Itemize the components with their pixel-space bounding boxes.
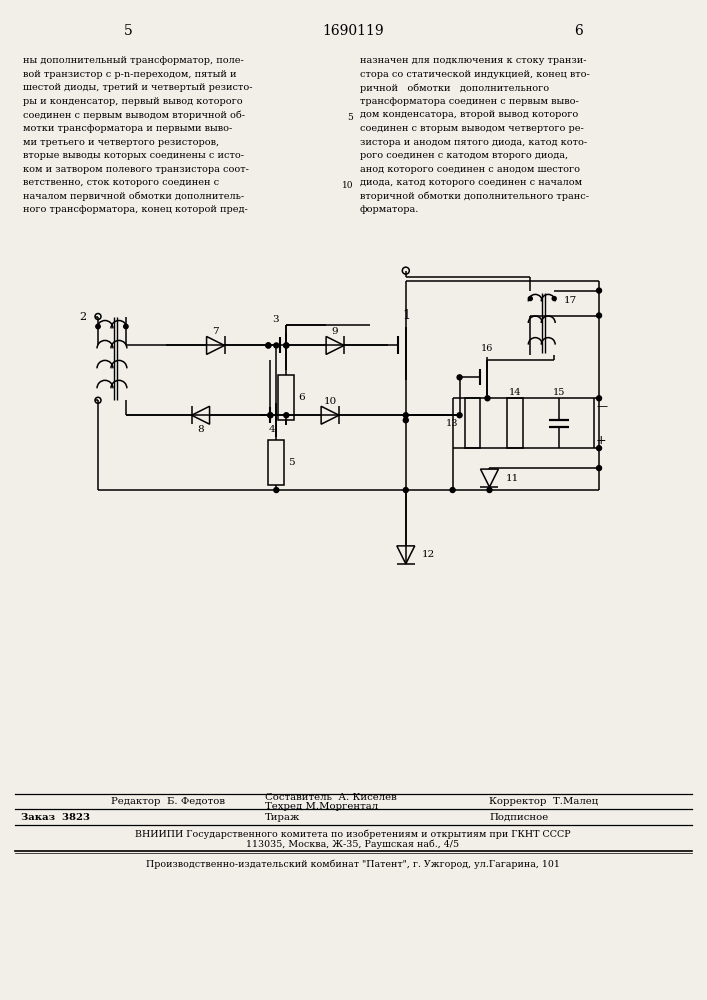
Bar bbox=[269, 440, 284, 485]
Circle shape bbox=[284, 413, 288, 418]
Text: ветственно, сток которого соединен с: ветственно, сток которого соединен с bbox=[23, 178, 219, 187]
Circle shape bbox=[268, 413, 273, 418]
Text: дом конденсатора, второй вывод которого: дом конденсатора, второй вывод которого bbox=[360, 110, 578, 119]
Text: зистора и анодом пятого диода, катод кото-: зистора и анодом пятого диода, катод кот… bbox=[360, 138, 587, 147]
Bar bbox=[279, 375, 294, 420]
Text: вторые выводы которых соединены с исто-: вторые выводы которых соединены с исто- bbox=[23, 151, 245, 160]
Text: 8: 8 bbox=[197, 425, 204, 434]
Text: Тираж: Тираж bbox=[265, 813, 300, 822]
Text: 4: 4 bbox=[269, 425, 276, 434]
Text: форматора.: форматора. bbox=[360, 205, 419, 214]
Text: назначен для подключения к стоку транзи-: назначен для подключения к стоку транзи- bbox=[360, 56, 587, 65]
Text: 11: 11 bbox=[506, 474, 519, 483]
Text: вторичной обмотки дополнительного транс-: вторичной обмотки дополнительного транс- bbox=[360, 192, 589, 201]
Text: 3: 3 bbox=[272, 315, 279, 324]
Circle shape bbox=[457, 375, 462, 380]
Text: трансформатора соединен с первым выво-: трансформатора соединен с первым выво- bbox=[360, 97, 579, 106]
Text: ВНИИПИ Государственного комитета по изобретениям и открытиям при ГКНТ СССР: ВНИИПИ Государственного комитета по изоб… bbox=[135, 829, 571, 839]
Text: соединен с первым выводом вторичной об-: соединен с первым выводом вторичной об- bbox=[23, 110, 245, 120]
Text: мотки трансформатора и первыми выво-: мотки трансформатора и первыми выво- bbox=[23, 124, 233, 133]
Circle shape bbox=[403, 413, 408, 418]
Text: 12: 12 bbox=[422, 550, 435, 559]
Circle shape bbox=[597, 396, 602, 401]
Text: —: — bbox=[596, 401, 607, 411]
Text: 5: 5 bbox=[124, 24, 132, 38]
Text: 1690119: 1690119 bbox=[322, 24, 384, 38]
Circle shape bbox=[597, 288, 602, 293]
Circle shape bbox=[96, 324, 100, 329]
Text: 17: 17 bbox=[564, 296, 578, 305]
Text: 10: 10 bbox=[324, 397, 337, 406]
Circle shape bbox=[274, 488, 279, 493]
Text: Заказ  3823: Заказ 3823 bbox=[21, 813, 90, 822]
Text: диода, катод которого соединен с началом: диода, катод которого соединен с началом bbox=[360, 178, 582, 187]
Text: 2: 2 bbox=[79, 312, 87, 322]
Text: 1: 1 bbox=[403, 309, 411, 322]
Text: 5: 5 bbox=[288, 458, 295, 467]
Circle shape bbox=[457, 413, 462, 418]
Text: соединен с вторым выводом четвертого ре-: соединен с вторым выводом четвертого ре- bbox=[360, 124, 584, 133]
Circle shape bbox=[552, 297, 556, 301]
Text: +: + bbox=[596, 434, 607, 447]
Text: ми третьего и четвертого резисторов,: ми третьего и четвертого резисторов, bbox=[23, 138, 219, 147]
Circle shape bbox=[528, 297, 532, 301]
Text: стора со статической индукцией, конец вто-: стора со статической индукцией, конец вт… bbox=[360, 70, 590, 79]
Circle shape bbox=[268, 413, 273, 418]
Circle shape bbox=[487, 488, 492, 493]
Text: 6: 6 bbox=[574, 24, 583, 38]
Text: ны дополнительный трансформатор, поле-: ны дополнительный трансформатор, поле- bbox=[23, 56, 244, 65]
Text: ком и затвором полевого транзистора соот-: ком и затвором полевого транзистора соот… bbox=[23, 165, 249, 174]
Bar bbox=[508, 398, 523, 448]
Text: 16: 16 bbox=[481, 344, 493, 353]
Circle shape bbox=[266, 343, 271, 348]
Circle shape bbox=[284, 343, 288, 348]
Text: ричной   обмотки   дополнительного: ричной обмотки дополнительного bbox=[360, 83, 549, 93]
Text: 15: 15 bbox=[553, 388, 566, 397]
Circle shape bbox=[124, 324, 128, 329]
Circle shape bbox=[597, 313, 602, 318]
Text: рого соединен с катодом второго диода,: рого соединен с катодом второго диода, bbox=[360, 151, 568, 160]
Text: 6: 6 bbox=[298, 393, 305, 402]
Text: 7: 7 bbox=[212, 327, 219, 336]
Circle shape bbox=[597, 466, 602, 471]
Circle shape bbox=[450, 488, 455, 493]
Circle shape bbox=[403, 488, 408, 493]
Text: ного трансформатора, конец которой пред-: ного трансформатора, конец которой пред- bbox=[23, 205, 248, 214]
Text: ры и конденсатор, первый вывод которого: ры и конденсатор, первый вывод которого bbox=[23, 97, 243, 106]
Text: 5: 5 bbox=[347, 113, 353, 122]
Text: началом первичной обмотки дополнитель-: началом первичной обмотки дополнитель- bbox=[23, 192, 245, 201]
Text: Составитель  А. Киселев: Составитель А. Киселев bbox=[265, 793, 397, 802]
Text: 113035, Москва, Ж-35, Раушская наб., 4/5: 113035, Москва, Ж-35, Раушская наб., 4/5 bbox=[247, 839, 460, 849]
Text: анод которого соединен с анодом шестого: анод которого соединен с анодом шестого bbox=[360, 165, 580, 174]
Text: Производственно-издательский комбинат "Патент", г. Ужгород, ул.Гагарина, 101: Производственно-издательский комбинат "П… bbox=[146, 859, 560, 869]
Text: шестой диоды, третий и четвертый резисто-: шестой диоды, третий и четвертый резисто… bbox=[23, 83, 253, 92]
Text: 13: 13 bbox=[446, 419, 459, 428]
Circle shape bbox=[266, 343, 271, 348]
Text: Редактор  Б. Федотов: Редактор Б. Федотов bbox=[111, 797, 225, 806]
Text: 14: 14 bbox=[509, 388, 522, 397]
Text: Техред М.Моргентал: Техред М.Моргентал bbox=[265, 802, 378, 811]
Circle shape bbox=[597, 446, 602, 451]
Text: Корректор  Т.Малец: Корректор Т.Малец bbox=[489, 797, 599, 806]
Circle shape bbox=[403, 418, 408, 423]
Text: 10: 10 bbox=[342, 181, 354, 190]
Circle shape bbox=[284, 343, 288, 348]
Circle shape bbox=[274, 343, 279, 348]
Text: Подписное: Подписное bbox=[489, 813, 549, 822]
Bar bbox=[464, 398, 481, 448]
Text: 9: 9 bbox=[332, 327, 339, 336]
Text: вой транзистор с p-n-переходом, пятый и: вой транзистор с p-n-переходом, пятый и bbox=[23, 70, 237, 79]
Circle shape bbox=[485, 396, 490, 401]
